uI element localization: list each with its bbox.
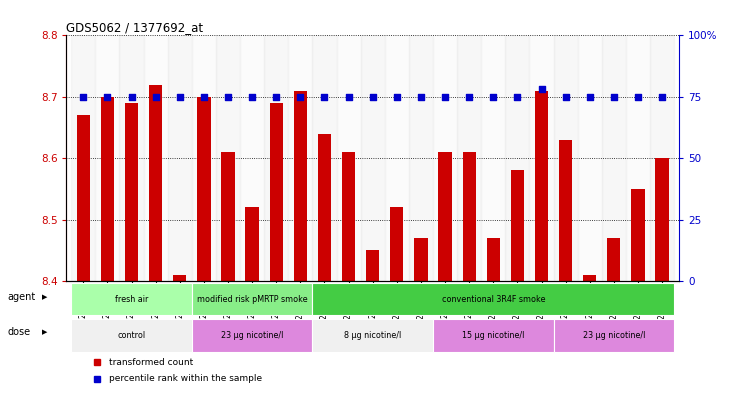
- Bar: [559, 140, 572, 281]
- Point: [246, 94, 258, 100]
- Bar: [72, 319, 192, 352]
- Point: [463, 94, 475, 100]
- Point: [608, 94, 620, 100]
- Text: 23 μg nicotine/l: 23 μg nicotine/l: [221, 331, 283, 340]
- Point: [439, 94, 451, 100]
- Point: [125, 94, 137, 100]
- Bar: [221, 152, 235, 281]
- Bar: [601, 35, 626, 281]
- Bar: [650, 35, 674, 281]
- Point: [77, 94, 89, 100]
- Bar: [607, 238, 621, 281]
- Point: [367, 94, 379, 100]
- Bar: [631, 189, 644, 281]
- Text: percentile rank within the sample: percentile rank within the sample: [109, 374, 263, 383]
- Point: [511, 94, 523, 100]
- Bar: [173, 275, 187, 281]
- Bar: [120, 35, 144, 281]
- Bar: [192, 283, 312, 316]
- Bar: [438, 152, 452, 281]
- Bar: [481, 35, 506, 281]
- Point: [222, 94, 234, 100]
- Text: 15 μg nicotine/l: 15 μg nicotine/l: [462, 331, 525, 340]
- Bar: [95, 35, 120, 281]
- Bar: [384, 35, 409, 281]
- Text: 23 μg nicotine/l: 23 μg nicotine/l: [583, 331, 645, 340]
- Bar: [72, 35, 95, 281]
- Text: fresh air: fresh air: [115, 295, 148, 304]
- Text: modified risk pMRTP smoke: modified risk pMRTP smoke: [197, 295, 308, 304]
- Bar: [433, 35, 457, 281]
- Bar: [294, 91, 307, 281]
- Bar: [529, 35, 554, 281]
- Point: [198, 94, 210, 100]
- Point: [319, 94, 331, 100]
- Bar: [506, 35, 529, 281]
- Text: ▶: ▶: [42, 294, 47, 300]
- Text: dose: dose: [7, 327, 30, 337]
- Text: 8 μg nicotine/l: 8 μg nicotine/l: [344, 331, 401, 340]
- Bar: [535, 91, 548, 281]
- Bar: [342, 152, 355, 281]
- Bar: [554, 319, 674, 352]
- Bar: [457, 35, 481, 281]
- Point: [342, 94, 354, 100]
- Bar: [312, 283, 674, 316]
- Bar: [463, 152, 476, 281]
- Point: [536, 86, 548, 93]
- Point: [391, 94, 403, 100]
- Bar: [414, 238, 427, 281]
- Point: [584, 94, 596, 100]
- Bar: [72, 283, 192, 316]
- Bar: [361, 35, 384, 281]
- Bar: [312, 319, 433, 352]
- Point: [174, 94, 186, 100]
- Point: [294, 94, 306, 100]
- Bar: [486, 238, 500, 281]
- Text: ▶: ▶: [42, 329, 47, 335]
- Point: [632, 94, 644, 100]
- Bar: [192, 35, 216, 281]
- Bar: [626, 35, 650, 281]
- Point: [559, 94, 571, 100]
- Bar: [269, 103, 283, 281]
- Bar: [101, 97, 114, 281]
- Point: [656, 94, 668, 100]
- Bar: [578, 35, 601, 281]
- Text: GDS5062 / 1377692_at: GDS5062 / 1377692_at: [66, 21, 204, 34]
- Point: [102, 94, 114, 100]
- Text: transformed count: transformed count: [109, 358, 193, 367]
- Point: [487, 94, 499, 100]
- Bar: [337, 35, 361, 281]
- Bar: [289, 35, 312, 281]
- Bar: [409, 35, 433, 281]
- Bar: [554, 35, 578, 281]
- Bar: [125, 103, 138, 281]
- Point: [270, 94, 282, 100]
- Text: control: control: [117, 331, 145, 340]
- Bar: [655, 158, 669, 281]
- Bar: [264, 35, 289, 281]
- Bar: [312, 35, 337, 281]
- Point: [150, 94, 162, 100]
- Bar: [192, 319, 312, 352]
- Bar: [216, 35, 240, 281]
- Bar: [240, 35, 264, 281]
- Bar: [433, 319, 554, 352]
- Bar: [246, 208, 259, 281]
- Bar: [149, 84, 162, 281]
- Text: agent: agent: [7, 292, 35, 302]
- Bar: [583, 275, 596, 281]
- Bar: [318, 134, 331, 281]
- Bar: [144, 35, 168, 281]
- Bar: [197, 97, 210, 281]
- Bar: [168, 35, 192, 281]
- Bar: [390, 208, 404, 281]
- Text: conventional 3R4F smoke: conventional 3R4F smoke: [441, 295, 545, 304]
- Bar: [366, 250, 379, 281]
- Point: [415, 94, 427, 100]
- Bar: [77, 115, 90, 281]
- Bar: [511, 171, 524, 281]
